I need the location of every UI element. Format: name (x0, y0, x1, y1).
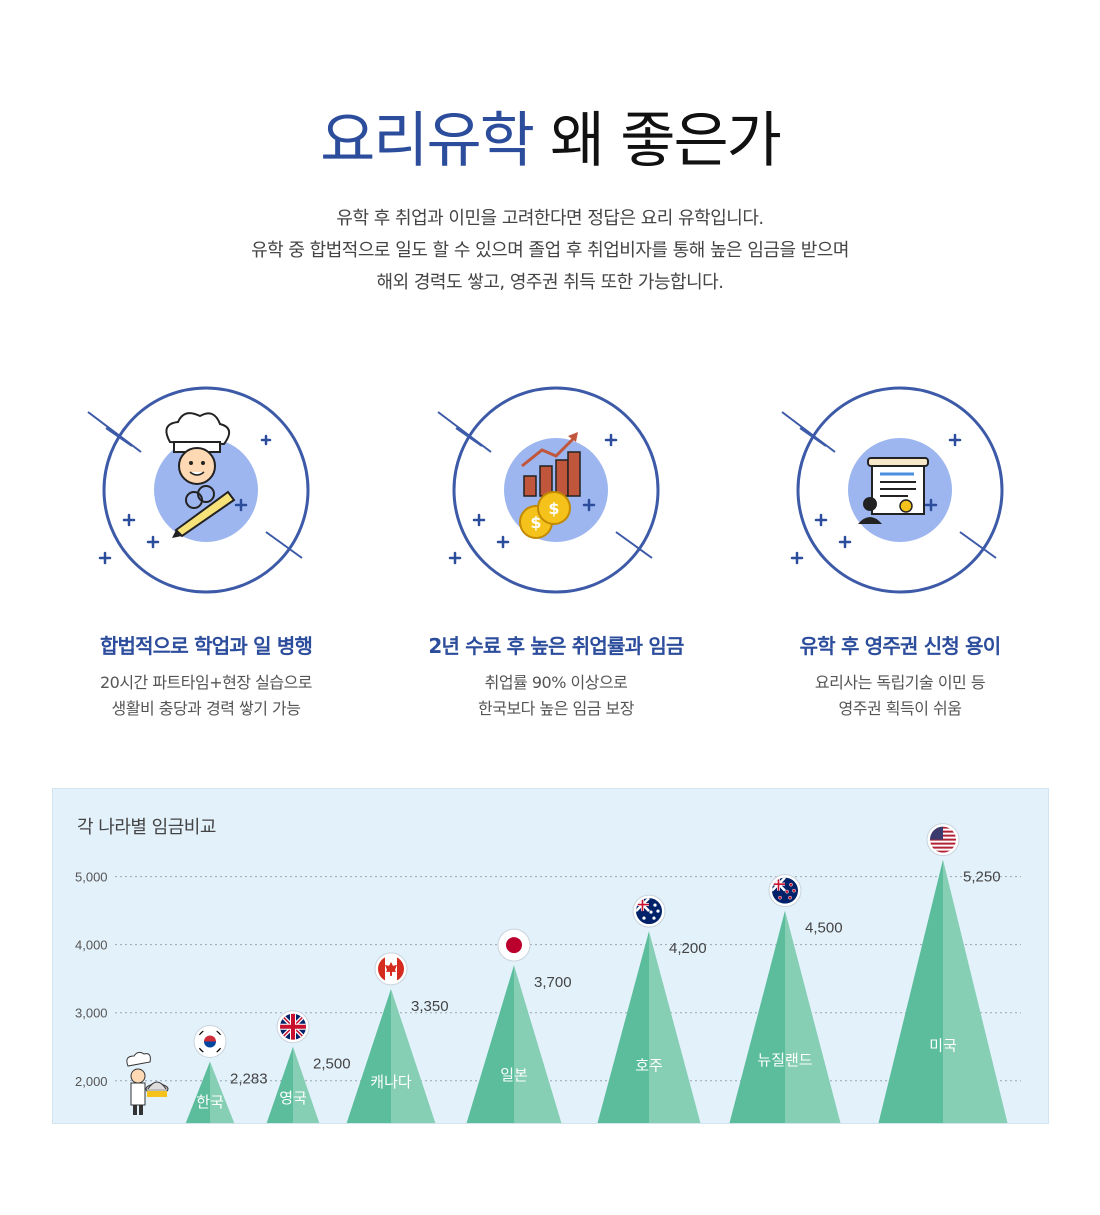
feature-desc-line: 생활비 충당과 경력 쌓기 가능 (111, 699, 301, 718)
category-label: 호주 (635, 1057, 663, 1075)
bar-mountain-left (466, 965, 514, 1123)
feature-desc-line: 요리사는 독립기술 이민 등 (814, 673, 986, 692)
bar-mountain-left (185, 1061, 210, 1123)
svg-text:$: $ (548, 499, 559, 518)
bar-mountain-left (346, 988, 391, 1123)
bar-mountain-4 (597, 931, 701, 1123)
category-label: 한국 (196, 1093, 224, 1111)
feature-title: 2년 수료 후 높은 취업률과 임금 (428, 634, 684, 658)
bar-mountain-right (210, 1061, 235, 1123)
bar-mountain-1 (266, 1046, 320, 1123)
category-label: 일본 (500, 1066, 528, 1084)
bar-mountain-right (649, 931, 701, 1123)
intro-line: 유학 중 합법적으로 일도 할 수 있으며 졸업 후 취업비자를 통해 높은 임… (251, 240, 849, 261)
usa-flag-icon (926, 823, 960, 857)
coins-growth-chart-icon: $ $ (437, 386, 660, 594)
australia-flag-icon (632, 894, 666, 928)
value-label: 3,350 (411, 998, 449, 1015)
y-tick-label: 2,000 (75, 1074, 108, 1089)
y-tick-label: 5,000 (75, 870, 108, 885)
value-label: 4,500 (805, 920, 843, 937)
bar-mountain-right (785, 910, 841, 1123)
bar-mountain-0 (185, 1061, 235, 1123)
category-label: 캐나다 (370, 1073, 412, 1091)
feature-title: 유학 후 영주권 신청 용이 (799, 634, 1001, 658)
bar-mountain-left (597, 931, 649, 1123)
feature-desc-line: 영주권 획득이 쉬움 (838, 699, 962, 718)
bar-mountain-3 (466, 965, 562, 1123)
value-label: 2,500 (313, 1056, 351, 1073)
value-label: 5,250 (963, 869, 1001, 886)
page-title-accent: 요리유학 (320, 106, 535, 176)
feature-desc-line: 20시간 파트타임+현장 실습으로 (99, 673, 313, 692)
intro-line: 해외 경력도 쌓고, 영주권 취득 또한 가능합니다. (376, 272, 724, 293)
chart-title: 각 나라별 임금비교 (77, 817, 216, 838)
bar-mountain-left (729, 910, 785, 1123)
value-label: 2,283 (230, 1071, 268, 1088)
intro-line: 유학 후 취업과 이민을 고려한다면 정답은 요리 유학입니다. (336, 208, 764, 229)
chart-plot-area: 5,000 4,000 3,000 2,000 한국 2,283 영국 2,500 캐나다 3,… (75, 823, 1021, 1123)
canada-flag-icon (374, 952, 408, 986)
feature-desc-line: 한국보다 높은 임금 보장 (478, 699, 634, 718)
features-section: 합법적으로 학업과 일 병행 20시간 파트타임+현장 실습으로 생활비 충당과… (0, 380, 1100, 740)
y-tick-label: 3,000 (75, 1006, 108, 1021)
category-label: 미국 (929, 1037, 957, 1055)
value-label: 3,700 (534, 974, 572, 991)
feature-description: 20시간 파트타임+현장 실습으로 생활비 충당과 경력 쌓기 가능 (46, 670, 366, 722)
korea-flag-icon (193, 1025, 227, 1059)
page-title-rest: 왜 좋은가 (532, 106, 782, 176)
bar-mountain-left (878, 859, 943, 1123)
uk-flag-icon (276, 1010, 310, 1044)
chef-pencil-icon (87, 386, 310, 594)
category-label: 영국 (279, 1089, 307, 1107)
feature-title: 합법적으로 학업과 일 병행 (99, 634, 313, 658)
intro-text: 유학 후 취업과 이민을 고려한다면 정답은 요리 유학입니다. 유학 중 합법… (0, 203, 1100, 299)
chef-illustration-icon (126, 1051, 169, 1115)
bar-mountain-5 (729, 910, 841, 1123)
feature-desc-line: 취업률 90% 이상으로 (484, 673, 628, 692)
feature-description: 취업률 90% 이상으로 한국보다 높은 임금 보장 (396, 670, 716, 722)
certificate-person-icon (781, 386, 1004, 594)
bar-mountain-left (266, 1046, 293, 1123)
bar-mountain-6 (878, 859, 1008, 1123)
bar-mountain-right (514, 965, 562, 1123)
wage-comparison-chart: 각 나라별 임금비교 5,000 4,000 3,000 2,000 한국 2,283 영… (52, 788, 1049, 1124)
y-tick-label: 4,000 (75, 938, 108, 953)
japan-flag-icon (497, 928, 531, 962)
svg-text:$: $ (530, 513, 541, 532)
new-zealand-flag-icon (768, 874, 802, 908)
page-title: 요리유학 왜 좋은가 (0, 92, 1100, 179)
value-label: 4,200 (669, 940, 707, 957)
bar-mountain-right (943, 859, 1008, 1123)
category-label: 뉴질랜드 (757, 1051, 812, 1069)
feature-description: 요리사는 독립기술 이민 등 영주권 획득이 쉬움 (740, 670, 1060, 722)
